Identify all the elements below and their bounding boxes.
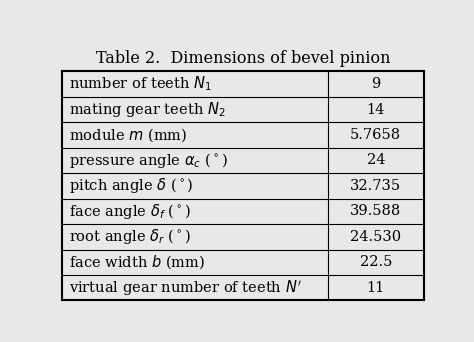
Text: 14: 14 [366, 103, 385, 117]
Text: 24: 24 [366, 154, 385, 168]
Text: pitch angle $\delta$ ($^\circ$): pitch angle $\delta$ ($^\circ$) [69, 176, 193, 195]
Text: 32.735: 32.735 [350, 179, 401, 193]
Text: pressure angle $\alpha_c$ ($^\circ$): pressure angle $\alpha_c$ ($^\circ$) [69, 151, 228, 170]
Text: 5.7658: 5.7658 [350, 128, 401, 142]
Text: number of teeth $N_1$: number of teeth $N_1$ [69, 75, 211, 93]
Text: virtual gear number of teeth $N'$: virtual gear number of teeth $N'$ [69, 278, 301, 298]
Text: root angle $\delta_r$ ($^\circ$): root angle $\delta_r$ ($^\circ$) [69, 227, 191, 246]
Text: 11: 11 [367, 281, 385, 295]
Text: 24.530: 24.530 [350, 230, 401, 244]
Text: 9: 9 [371, 77, 381, 91]
Text: face angle $\delta_f$ ($^\circ$): face angle $\delta_f$ ($^\circ$) [69, 202, 191, 221]
Text: Table 2.  Dimensions of bevel pinion: Table 2. Dimensions of bevel pinion [96, 50, 390, 67]
Text: 22.5: 22.5 [360, 255, 392, 269]
Text: module $m$ (mm): module $m$ (mm) [69, 126, 187, 144]
Text: mating gear teeth $N_2$: mating gear teeth $N_2$ [69, 100, 225, 119]
Text: 39.588: 39.588 [350, 204, 401, 218]
Text: face width $b$ (mm): face width $b$ (mm) [69, 253, 205, 271]
